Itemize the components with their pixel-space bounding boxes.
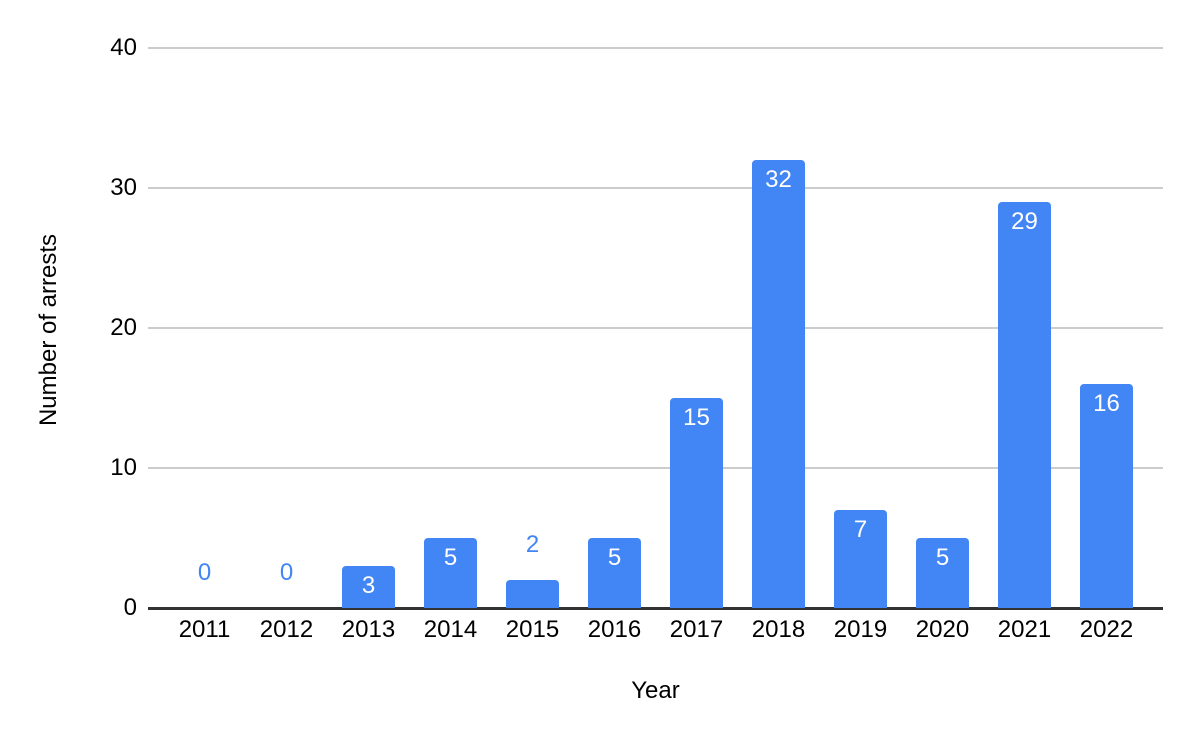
bar-2014 bbox=[424, 538, 477, 608]
bar-2017 bbox=[670, 398, 723, 608]
x-tick-label-2021: 2021 bbox=[997, 616, 1052, 643]
x-tick-label-2020: 2020 bbox=[915, 616, 970, 643]
bar-value-label-2018: 32 bbox=[765, 166, 792, 193]
x-tick-label-2012: 2012 bbox=[259, 616, 314, 643]
x-tick-label-2022: 2022 bbox=[1079, 616, 1134, 643]
bar-value-label-2014: 5 bbox=[443, 544, 458, 571]
gridline-20 bbox=[148, 327, 1163, 329]
bar-value-label-2020: 5 bbox=[935, 544, 950, 571]
y-tick-label-20: 20 bbox=[110, 314, 137, 341]
bar-value-label-2012: 0 bbox=[279, 559, 294, 586]
gridline-40 bbox=[148, 47, 1163, 49]
bar-2019 bbox=[834, 510, 887, 608]
bar-2016 bbox=[588, 538, 641, 608]
gridline-10 bbox=[148, 467, 1163, 469]
x-axis-title: Year bbox=[631, 677, 680, 704]
y-axis-tick-labels: 0 10 20 30 40 bbox=[0, 34, 137, 621]
x-tick-label-2017: 2017 bbox=[669, 616, 724, 643]
x-axis-line bbox=[148, 607, 1163, 610]
bar-2021 bbox=[998, 202, 1051, 608]
x-axis-tick-labels: 2011 2012 2013 2014 2015 2016 2017 2018 2019 2020… bbox=[148, 615, 1163, 647]
bar-value-label-2015: 2 bbox=[525, 531, 540, 558]
bar-value-label-2013: 3 bbox=[361, 572, 376, 599]
bar-value-label-2011: 0 bbox=[197, 559, 212, 586]
plot-area: 0 0 3 5 2 5 15 32 7 5 29 16 bbox=[148, 47, 1163, 610]
x-tick-label-2018: 2018 bbox=[751, 616, 806, 643]
y-tick-label-0: 0 bbox=[123, 594, 137, 621]
y-tick-label-30: 30 bbox=[110, 174, 137, 201]
x-tick-label-2019: 2019 bbox=[833, 616, 888, 643]
bar-value-label-2016: 5 bbox=[607, 544, 622, 571]
x-tick-label-2015: 2015 bbox=[505, 616, 560, 643]
x-tick-label-2011: 2011 bbox=[178, 616, 231, 643]
x-tick-label-2014: 2014 bbox=[423, 616, 478, 643]
bar-value-label-2022: 16 bbox=[1093, 390, 1120, 417]
bar-2022 bbox=[1080, 384, 1133, 608]
x-tick-label-2013: 2013 bbox=[341, 616, 396, 643]
gridline-30 bbox=[148, 187, 1163, 189]
bar-value-label-2021: 29 bbox=[1011, 208, 1038, 235]
bar-2018 bbox=[752, 160, 805, 608]
y-tick-label-10: 10 bbox=[110, 454, 137, 481]
bar-2013 bbox=[342, 566, 395, 608]
bar-value-label-2019: 7 bbox=[853, 516, 868, 543]
bar-2015 bbox=[506, 580, 559, 608]
x-tick-label-2016: 2016 bbox=[587, 616, 642, 643]
bar-2020 bbox=[916, 538, 969, 608]
bar-value-label-2017: 15 bbox=[683, 404, 710, 431]
y-tick-label-40: 40 bbox=[110, 34, 137, 61]
